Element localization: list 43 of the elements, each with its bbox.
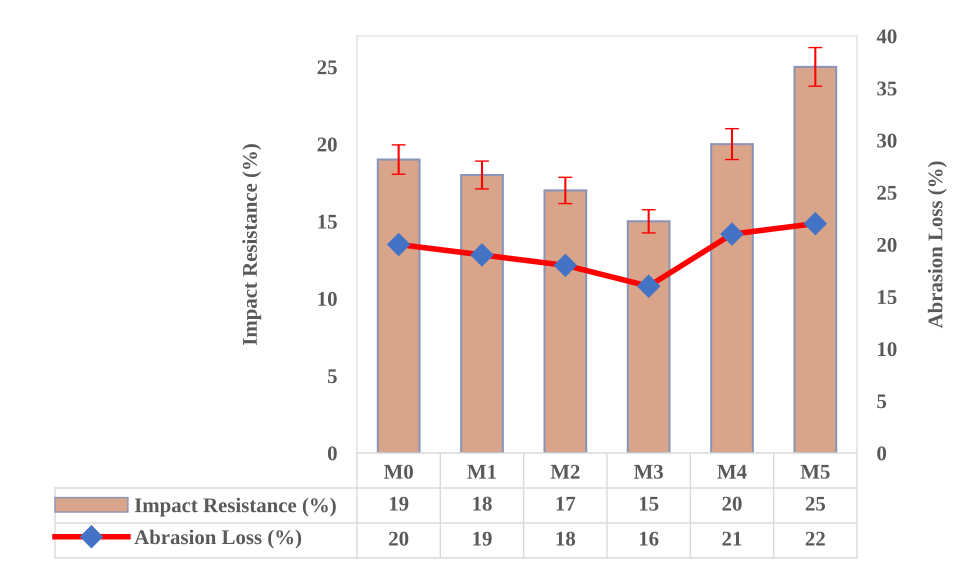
bar <box>460 174 504 453</box>
x-tick-label: M4 <box>717 464 747 479</box>
data-label: 19 <box>390 496 408 511</box>
legend-label: Impact Resistance (%) <box>134 498 336 517</box>
y2-tick-label: 25 <box>877 186 897 200</box>
y2-tick-label: 20 <box>877 238 896 252</box>
y2-tick-label: 5 <box>877 394 886 408</box>
y-tick-label: 0 <box>328 446 337 460</box>
bar <box>543 189 588 453</box>
data-label: 18 <box>473 496 492 511</box>
y2-tick-label: 35 <box>877 82 897 96</box>
x-tick-label: M0 <box>384 464 413 479</box>
bar <box>793 66 838 453</box>
data-label: 18 <box>556 532 576 546</box>
data-label: 15 <box>640 496 658 511</box>
legend-label: Abrasion Loss (%) <box>134 530 302 548</box>
bar <box>710 143 754 453</box>
x-tick-label: M1 <box>467 464 496 479</box>
data-label: 20 <box>722 496 742 511</box>
y-axis-title: Impact Resistance (%) <box>242 144 262 346</box>
y2-tick-label: 0 <box>877 446 886 460</box>
bar <box>626 220 671 453</box>
data-label: 25 <box>806 496 825 511</box>
y-tick-label: 15 <box>318 214 337 229</box>
y-tick-label: 10 <box>318 292 337 306</box>
data-label: 19 <box>473 532 492 546</box>
data-label: 16 <box>640 532 658 546</box>
data-label: 21 <box>722 532 742 546</box>
y2-tick-label: 15 <box>878 290 897 304</box>
data-label: 17 <box>556 496 576 511</box>
bar <box>376 158 421 453</box>
y-tick-label: 20 <box>318 137 337 152</box>
y2-tick-label: 40 <box>876 29 896 44</box>
y-tick-label: 5 <box>328 369 337 384</box>
data-label: 22 <box>806 532 825 546</box>
y2-tick-label: 10 <box>878 342 896 356</box>
x-tick-label: M5 <box>800 464 830 479</box>
x-tick-label: M3 <box>634 464 663 479</box>
data-label: 20 <box>389 532 408 546</box>
y-tick-label: 25 <box>318 60 337 74</box>
x-tick-label: M2 <box>550 464 580 479</box>
y2-tick-label: 30 <box>877 134 896 148</box>
y2-axis-title: Abrasion Loss (%) <box>928 161 947 328</box>
